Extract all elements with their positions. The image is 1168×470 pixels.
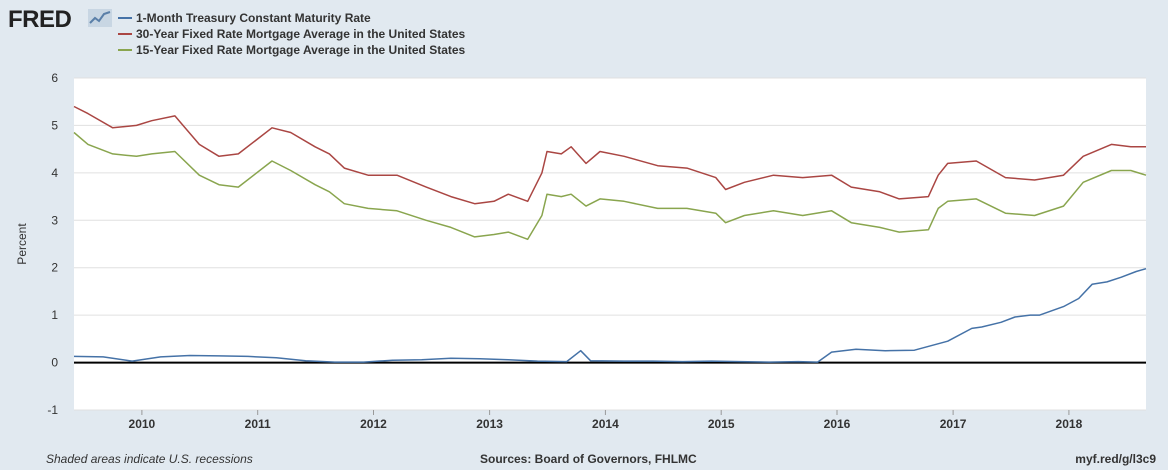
y-tick-label: 0 [51,356,58,370]
chart-header: FRED 1-Month Treasury Constant Maturity … [0,0,1168,62]
y-tick-label: 6 [51,71,58,85]
legend-label: 15-Year Fixed Rate Mortgage Average in t… [136,43,466,57]
y-tick-label: 3 [51,213,58,227]
series-line-1 [73,267,1147,363]
x-tick-label: 2010 [129,417,156,431]
legend-item-1: 1-Month Treasury Constant Maturity Rate [118,10,465,26]
legend-swatch [118,32,132,35]
line-chart: -1 0 1 2 3 4 5 6 2010 2011 2012 2013 2014 2015 2016 201… [15,71,1147,431]
y-axis-label: Percent [15,223,29,265]
plot-area [74,78,1146,410]
x-tick-label: 2015 [708,417,735,431]
legend-label: 30-Year Fixed Rate Mortgage Average in t… [136,27,466,41]
legend-item-2: 30-Year Fixed Rate Mortgage Average in t… [118,26,465,42]
y-tick-label: 4 [51,166,58,180]
legend-label: 1-Month Treasury Constant Maturity Rate [136,11,371,25]
legend-swatch [118,16,132,19]
x-tick-label: 2016 [824,417,851,431]
series-line-3 [73,131,1147,241]
x-tick-label: 2011 [245,417,271,431]
y-tick-label: -1 [47,403,58,417]
x-tick-label: 2018 [1056,417,1083,431]
x-tick-label: 2014 [592,417,619,431]
recession-note: Shaded areas indicate U.S. recessions [46,452,253,466]
y-tick-label: 5 [51,118,58,132]
chart-trend-icon [88,9,112,27]
y-tick-label: 2 [51,261,58,275]
legend-swatch [118,48,132,51]
legend: 1-Month Treasury Constant Maturity Rate 3… [118,10,465,58]
x-tick-label: 2017 [940,417,967,431]
series-line-2 [73,105,1146,205]
x-tick-label: 2013 [476,417,503,431]
x-tick-label: 2012 [360,417,387,431]
legend-item-3: 15-Year Fixed Rate Mortgage Average in t… [118,42,465,58]
y-tick-label: 1 [51,308,58,322]
fred-logo[interactable]: FRED [8,6,72,33]
short-link[interactable]: myf.red/g/l3c9 [1075,452,1156,466]
sources-text: Sources: Board of Governors, FHLMC [480,452,697,466]
